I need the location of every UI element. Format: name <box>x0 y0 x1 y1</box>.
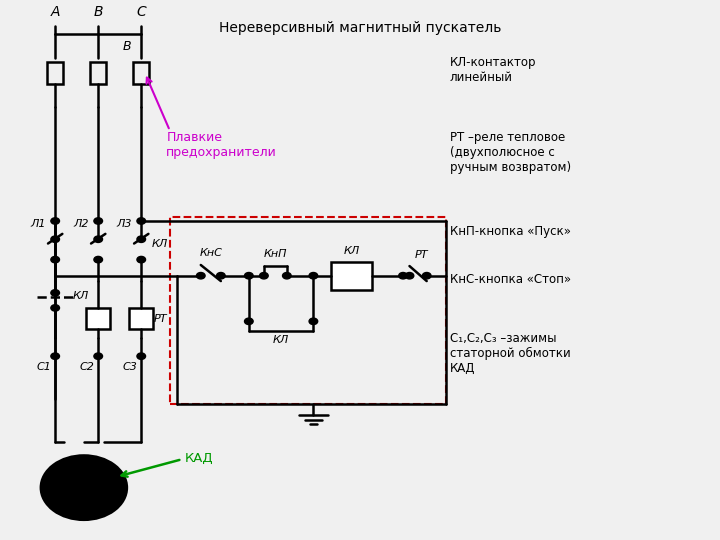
Circle shape <box>137 236 145 242</box>
Text: КнС: КнС <box>199 248 222 258</box>
Text: КнС-кнопка «Стоп»: КнС-кнопка «Стоп» <box>450 273 571 286</box>
Circle shape <box>217 273 225 279</box>
Circle shape <box>137 218 145 224</box>
Text: А: А <box>50 5 60 19</box>
Bar <box>330 262 372 289</box>
Bar <box>133 62 149 84</box>
Circle shape <box>51 289 60 296</box>
Circle shape <box>309 318 318 325</box>
Circle shape <box>197 273 205 279</box>
Text: В: В <box>122 39 131 52</box>
Text: КнП-кнопка «Пуск»: КнП-кнопка «Пуск» <box>450 225 571 238</box>
Circle shape <box>41 455 127 520</box>
Text: В: В <box>94 5 103 19</box>
Circle shape <box>282 273 291 279</box>
Text: КАД: КАД <box>184 451 213 464</box>
Circle shape <box>260 273 268 279</box>
Text: КЛ-контактор
линейный: КЛ-контактор линейный <box>450 56 536 84</box>
Circle shape <box>137 256 145 263</box>
Text: КЛ: КЛ <box>73 291 89 301</box>
Circle shape <box>94 236 102 242</box>
Circle shape <box>51 236 60 242</box>
Bar <box>170 217 446 404</box>
Bar <box>129 308 153 329</box>
Circle shape <box>51 305 60 311</box>
Circle shape <box>94 218 102 224</box>
Text: Плавкие
предохранители: Плавкие предохранители <box>166 131 277 159</box>
Text: КнП: КнП <box>264 248 287 259</box>
Text: Л3: Л3 <box>117 219 132 228</box>
Text: КЛ: КЛ <box>343 246 359 256</box>
Text: С₁,С₂,С₃ –зажимы
статорной обмотки
КАД: С₁,С₂,С₃ –зажимы статорной обмотки КАД <box>450 332 570 375</box>
Text: С2: С2 <box>80 362 94 372</box>
Circle shape <box>137 353 145 360</box>
Circle shape <box>245 318 253 325</box>
Circle shape <box>94 256 102 263</box>
Circle shape <box>94 353 102 360</box>
Bar <box>48 62 63 84</box>
Text: Нереверсивный магнитный пускатель: Нереверсивный магнитный пускатель <box>219 21 501 35</box>
Circle shape <box>423 273 431 279</box>
Text: РТ –реле тепловое
(двухполюсное с
ручным возвратом): РТ –реле тепловое (двухполюсное с ручным… <box>450 131 571 174</box>
Circle shape <box>405 273 414 279</box>
Circle shape <box>309 273 318 279</box>
Text: РТ: РТ <box>154 314 168 323</box>
Bar <box>86 308 110 329</box>
Circle shape <box>51 353 60 360</box>
Text: Л2: Л2 <box>73 219 89 228</box>
Text: С1: С1 <box>37 362 52 372</box>
Text: КЛ: КЛ <box>152 239 168 249</box>
Text: КЛ: КЛ <box>273 335 289 345</box>
Text: С3: С3 <box>123 362 138 372</box>
Circle shape <box>245 273 253 279</box>
Circle shape <box>51 218 60 224</box>
Text: РТ: РТ <box>415 249 428 260</box>
Text: Л1: Л1 <box>30 219 46 228</box>
Text: С: С <box>136 5 146 19</box>
Circle shape <box>51 256 60 263</box>
Bar <box>90 62 106 84</box>
Text: М: М <box>76 478 92 497</box>
Circle shape <box>399 273 408 279</box>
